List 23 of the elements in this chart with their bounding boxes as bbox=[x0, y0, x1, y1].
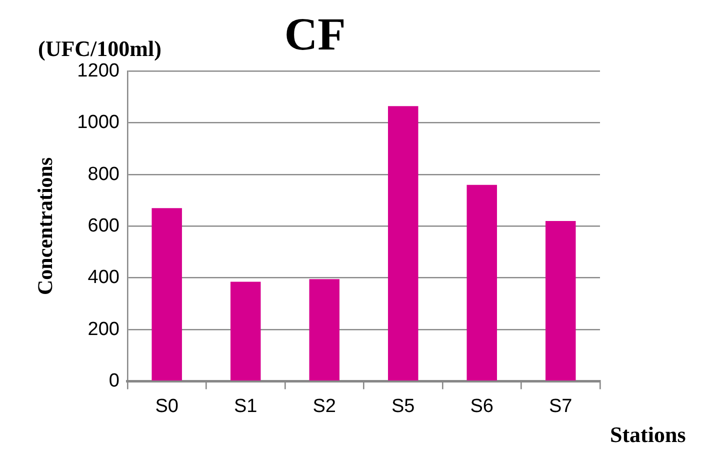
y-tick-label: 800 bbox=[88, 164, 120, 185]
y-tick-label: 1200 bbox=[77, 60, 120, 82]
bar bbox=[309, 279, 340, 381]
bar bbox=[388, 106, 418, 381]
bar bbox=[466, 184, 497, 381]
chart-title: CF bbox=[284, 8, 346, 60]
bar bbox=[230, 282, 261, 381]
y-tick-label: 400 bbox=[88, 267, 120, 288]
y-axis-title: Concentrations bbox=[33, 157, 58, 296]
x-tick-label: S0 bbox=[155, 396, 178, 417]
x-tick-label: S7 bbox=[548, 396, 572, 417]
x-tick-label: S5 bbox=[391, 396, 415, 417]
y-tick-label: 1000 bbox=[77, 112, 120, 134]
x-axis-title: Stations bbox=[610, 422, 686, 448]
x-tick-label: S6 bbox=[470, 396, 494, 417]
bar bbox=[546, 221, 576, 381]
text: (UFC/100ml) bbox=[38, 36, 162, 62]
bar bbox=[152, 208, 182, 381]
y-tick-label: 200 bbox=[88, 318, 120, 340]
y-tick-label: 0 bbox=[108, 370, 120, 392]
y-tick-label: 600 bbox=[88, 215, 120, 236]
x-tick-label: S1 bbox=[234, 396, 258, 417]
x-tick-label: S2 bbox=[312, 396, 336, 417]
